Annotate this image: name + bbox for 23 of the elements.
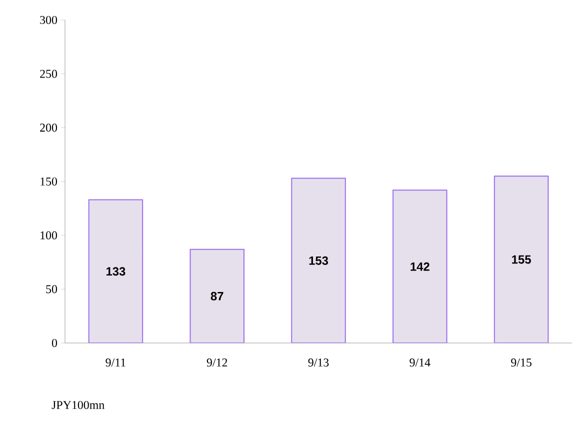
y-tick-label: 250: [40, 70, 58, 78]
y-tick-label: 50: [46, 285, 58, 294]
y-tick-label: 0: [52, 338, 58, 348]
bar: [291, 178, 346, 343]
bar: [494, 176, 549, 343]
bar: [190, 248, 244, 343]
y-tick-label: 300: [40, 16, 58, 24]
data-label: 142: [410, 262, 430, 271]
data-label: 87: [210, 292, 224, 300]
bar: [392, 190, 448, 343]
x-tick-label: 9/13: [308, 358, 329, 367]
text: JPY100mn: [52, 400, 104, 410]
bar: [88, 199, 144, 343]
data-label: 133: [106, 267, 126, 276]
x-tick-label: 9/11: [106, 358, 126, 367]
y-tick-label: 150: [40, 177, 58, 186]
y-tick-label: 100: [40, 231, 58, 240]
y-tick-label: 200: [40, 124, 58, 132]
x-tick-label: 9/14: [410, 358, 430, 367]
x-tick-label: 9/12: [206, 358, 228, 367]
x-tick-label: 9/15: [511, 358, 532, 367]
data-label: 153: [309, 256, 328, 265]
data-label: 155: [512, 255, 531, 264]
